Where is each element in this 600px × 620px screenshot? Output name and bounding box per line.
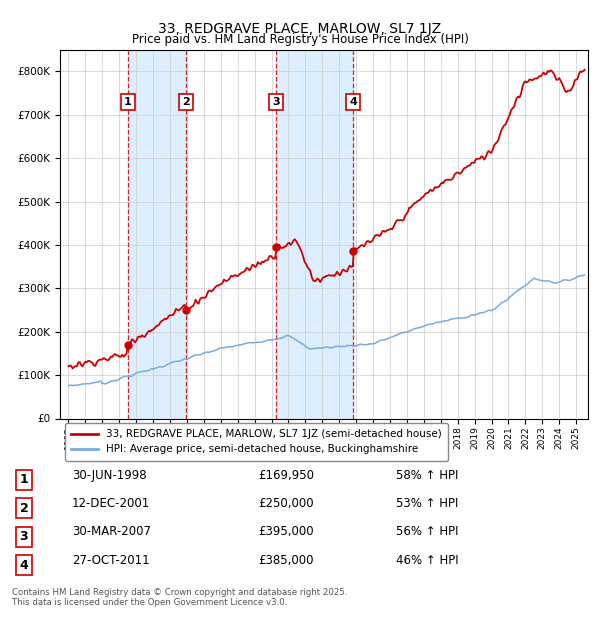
- Text: 56% ↑ HPI: 56% ↑ HPI: [396, 525, 458, 538]
- Text: 30-MAR-2007: 30-MAR-2007: [72, 525, 151, 538]
- Text: 53% ↑ HPI: 53% ↑ HPI: [396, 497, 458, 510]
- Text: 1: 1: [124, 97, 131, 107]
- Text: Price paid vs. HM Land Registry's House Price Index (HPI): Price paid vs. HM Land Registry's House …: [131, 33, 469, 46]
- Text: 3: 3: [20, 530, 28, 543]
- Text: 58% ↑ HPI: 58% ↑ HPI: [396, 469, 458, 482]
- Bar: [128, 50, 186, 419]
- Text: 4: 4: [349, 97, 357, 107]
- Text: 46% ↑ HPI: 46% ↑ HPI: [396, 554, 458, 567]
- Text: 3: 3: [272, 97, 280, 107]
- Text: £250,000: £250,000: [258, 497, 314, 510]
- Text: 30-JUN-1998: 30-JUN-1998: [72, 469, 146, 482]
- Legend: 33, REDGRAVE PLACE, MARLOW, SL7 1JZ (semi-detached house), HPI: Average price, s: 33, REDGRAVE PLACE, MARLOW, SL7 1JZ (sem…: [65, 423, 448, 461]
- Text: £395,000: £395,000: [258, 525, 314, 538]
- Text: 12-DEC-2001: 12-DEC-2001: [72, 497, 150, 510]
- Text: £169,950: £169,950: [258, 469, 314, 482]
- Text: 2: 2: [182, 97, 190, 107]
- Text: 2: 2: [20, 502, 28, 515]
- Text: Contains HM Land Registry data © Crown copyright and database right 2025.
This d: Contains HM Land Registry data © Crown c…: [12, 588, 347, 607]
- Text: 33, REDGRAVE PLACE, MARLOW, SL7 1JZ: 33, REDGRAVE PLACE, MARLOW, SL7 1JZ: [158, 22, 442, 36]
- Text: 1: 1: [20, 474, 28, 487]
- Text: 27-OCT-2011: 27-OCT-2011: [72, 554, 149, 567]
- Bar: [276, 50, 353, 419]
- Text: £385,000: £385,000: [258, 554, 314, 567]
- Text: 4: 4: [20, 559, 28, 572]
